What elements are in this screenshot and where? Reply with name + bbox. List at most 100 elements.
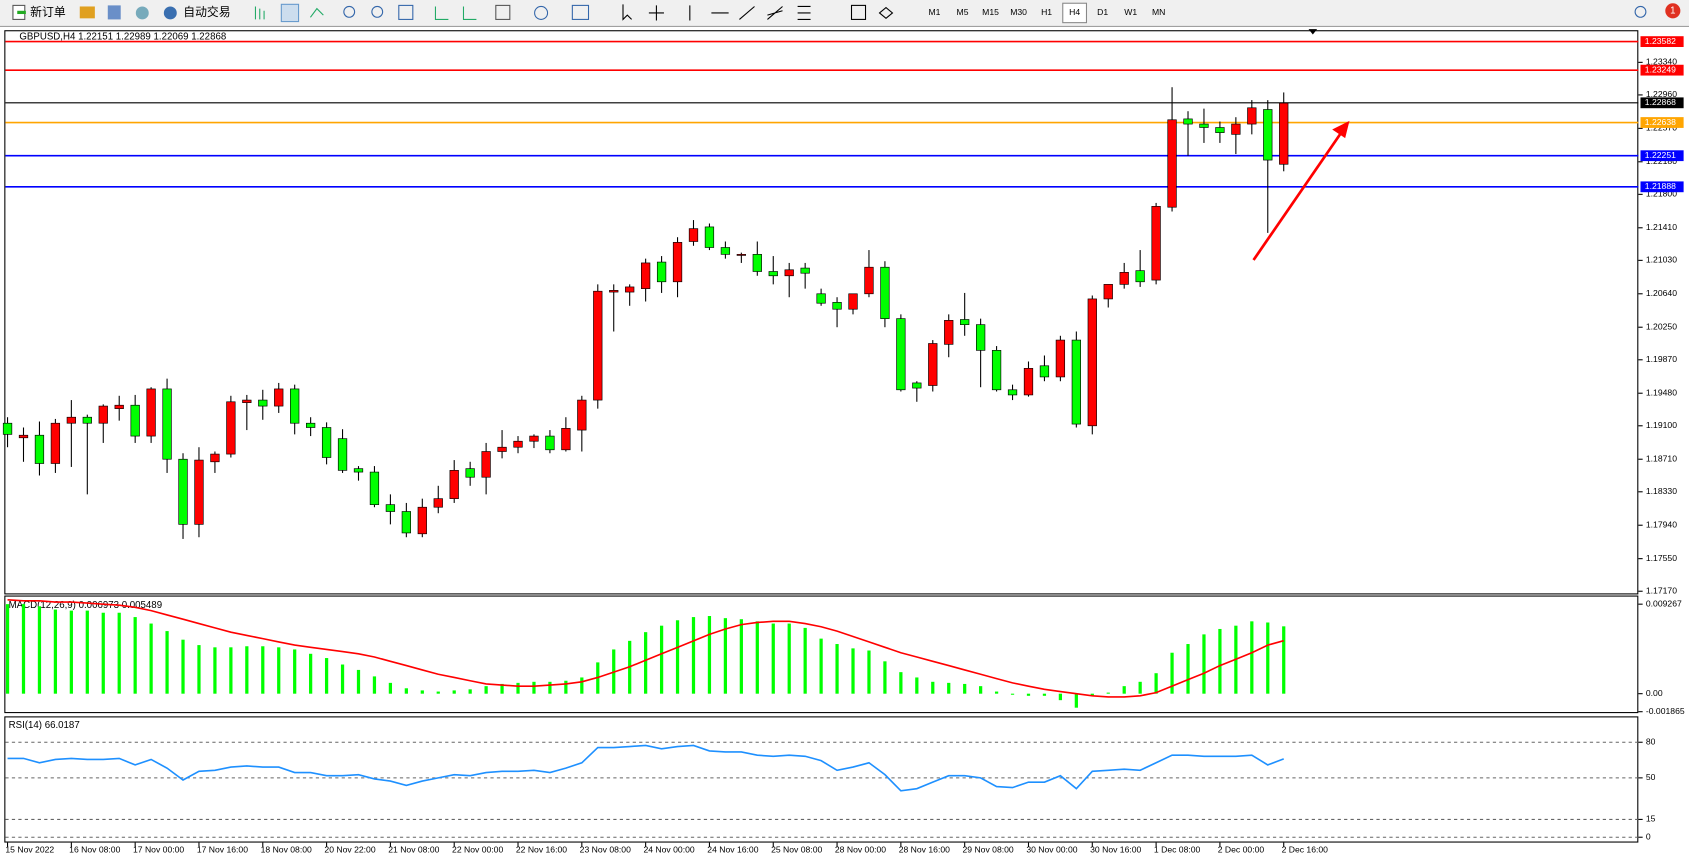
timeframe-button[interactable]: W1 [1124,7,1137,17]
macd-bar [644,632,648,694]
toolbar-icon[interactable] [135,6,149,20]
candle-body [274,388,284,407]
y-tick-label: 1.20640 [1646,288,1677,298]
arrow-head [1332,120,1350,139]
rsi-header: RSI(14) 66.0187 [9,720,80,731]
indicators-icon[interactable] [495,4,511,20]
candle-body [401,511,411,534]
x-tick-label: 24 Nov 16:00 [707,844,758,854]
macd-bar [1202,634,1206,694]
auto-trading-button[interactable]: 自动交易 [163,5,231,20]
last-low: 1.22069 [154,31,189,42]
line-chart-icon[interactable] [309,7,324,18]
macd-bar [691,617,696,694]
templates-icon[interactable] [571,4,590,20]
macd-bar [915,677,919,694]
toolbar-icon[interactable] [107,5,121,20]
cursor-icon[interactable] [622,4,633,21]
fibo-icon[interactable] [797,5,811,20]
macd-bar [1186,644,1190,694]
auto-trading-icon [163,6,177,20]
notification-badge[interactable] [1665,3,1681,19]
arrow-shaft [1252,130,1344,261]
x-tick-label: 2 Dec 16:00 [1282,844,1329,854]
timeframe-button[interactable]: M30 [1010,7,1027,17]
candle-body [577,399,587,431]
chart-tools [254,3,894,23]
symbol: GBPUSD,H4 [19,31,76,42]
x-tick-label: 23 Nov 08:00 [580,844,631,854]
crosshair-icon[interactable] [648,5,664,21]
candle-body [752,254,762,272]
bar-chart-icon[interactable] [254,6,265,20]
timeframe-button[interactable]: H4 [1069,7,1080,17]
timeframe-button[interactable]: D1 [1097,7,1108,17]
timeframe-bar: M1 M5 M15 M30 H1 H4 D1 W1 MN [929,2,1165,24]
macd-bar [1058,693,1063,701]
level-label-box [1640,117,1684,128]
macd-bar [293,649,297,694]
periods-icon[interactable] [534,5,549,20]
timeframe-button[interactable]: H1 [1041,7,1052,17]
macd-bar [388,682,393,694]
candle-body [130,404,140,437]
y-tick-label: 1.17940 [1646,520,1677,530]
candle-body [258,399,268,407]
candle-body [449,470,459,499]
candle-body [800,267,810,274]
candle-body [529,435,539,442]
candle-body [66,416,76,424]
macd-bar [53,609,58,694]
timeframe-button[interactable]: MN [1152,7,1165,17]
search-icon[interactable] [1634,5,1647,18]
candle-body [194,459,204,525]
candle-body [991,350,1002,391]
timeframe-button[interactable]: M1 [929,7,941,17]
candle-body [1151,206,1161,281]
timeframe-button[interactable]: M5 [957,7,969,17]
y-tick-label: 1.17550 [1646,553,1677,563]
label-icon[interactable] [850,4,867,20]
x-tick-label: 2 Dec 00:00 [1218,844,1265,854]
trendline-icon[interactable] [739,6,755,20]
x-tick-label: 20 Nov 22:00 [324,844,375,854]
tile-icon[interactable] [398,4,414,20]
candle-chart-icon[interactable] [280,3,300,23]
channel-icon[interactable] [767,6,783,20]
autoscroll-icon[interactable] [434,6,449,20]
zoom-in-icon[interactable] [343,5,356,18]
candle-body [784,269,794,277]
new-order-button[interactable]: 新订单 [12,4,66,20]
x-tick-label: 22 Nov 00:00 [452,844,503,854]
shift-icon[interactable] [462,6,477,20]
level-label: 1.22638 [1645,117,1676,127]
candle-body [18,434,29,439]
rsi-pane [4,716,1639,843]
zoom-out-icon[interactable] [371,5,384,18]
candle-body [561,428,571,451]
candle-body [465,468,475,478]
toolbar-icon[interactable] [79,6,95,19]
macd-bar [851,648,855,694]
candle-body [625,286,635,293]
y-tick-label: 1.19480 [1646,387,1677,397]
toolbar [0,0,1689,27]
new-order-icon-plus [17,10,26,15]
macd-bar [101,612,105,694]
y-tick-label: 1.21030 [1646,255,1677,265]
macd-last: 0.006973 [79,600,119,611]
macd-bar [739,619,743,694]
timeframe-button[interactable]: M15 [982,7,999,17]
timeframe-active [1062,2,1088,24]
level-label: 1.23249 [1645,64,1676,74]
macd-bar [548,681,552,694]
candle-body [1103,284,1113,300]
candle-body [98,405,108,424]
macd-bar [1250,621,1254,694]
shapes-icon[interactable] [878,6,894,20]
candle-body [816,293,826,304]
candle-body [832,302,842,310]
candle-body [290,388,300,424]
